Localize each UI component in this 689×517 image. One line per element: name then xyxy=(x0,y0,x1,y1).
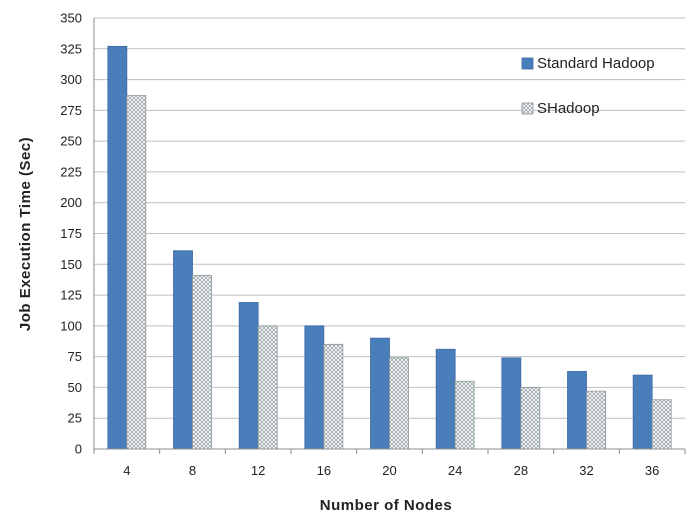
x-tick-label: 12 xyxy=(251,463,265,478)
x-tick-label: 8 xyxy=(189,463,196,478)
bar-shadoop xyxy=(520,387,541,450)
x-tick-label: 36 xyxy=(645,463,659,478)
legend-label: Standard Hadoop xyxy=(537,55,655,72)
bar-standard-hadoop xyxy=(632,374,653,450)
y-axis-title: Job Execution Time (Sec) xyxy=(17,137,34,331)
x-tick-label: 32 xyxy=(579,463,593,478)
bar-shadoop xyxy=(257,325,278,450)
bar-standard-hadoop xyxy=(107,45,128,450)
bar-shadoop xyxy=(192,274,212,450)
bar-standard-hadoop xyxy=(370,337,390,450)
legend-swatch xyxy=(521,102,534,115)
y-tick-label: 225 xyxy=(60,164,82,179)
y-tick-label: 275 xyxy=(60,103,82,118)
y-tick-label: 300 xyxy=(60,72,82,87)
y-tick-label: 325 xyxy=(60,41,82,56)
y-tick-label: 150 xyxy=(60,257,82,272)
x-tick-labels: 4 8 12 16 20 24 28 32 36 xyxy=(123,463,659,478)
x-tick-label: 28 xyxy=(514,463,528,478)
bar-shadoop xyxy=(651,399,672,450)
bar-standard-hadoop xyxy=(501,357,522,450)
x-tick-label: 4 xyxy=(123,463,130,478)
x-tick-label: 16 xyxy=(317,463,331,478)
bar-standard-hadoop xyxy=(567,371,587,450)
x-axis-title: Number of Nodes xyxy=(320,497,453,514)
legend-swatch xyxy=(521,57,534,70)
bar-shadoop xyxy=(323,343,344,450)
legend: Standard Hadoop SHadoop xyxy=(521,55,655,117)
x-tick-label: 20 xyxy=(382,463,396,478)
axes-group xyxy=(93,18,686,454)
y-tick-label: 200 xyxy=(60,195,82,210)
bar-standard-hadoop xyxy=(304,325,325,450)
bar-standard-hadoop xyxy=(238,302,259,450)
bar-shadoop xyxy=(454,380,475,450)
x-tick-label: 24 xyxy=(448,463,462,478)
y-tick-labels: 0 25 50 75 100 125 150 175 200 225 250 275 300 325 350 xyxy=(60,11,82,457)
legend-label: SHadoop xyxy=(537,100,600,117)
bar-shadoop xyxy=(389,357,409,450)
y-tick-label: 175 xyxy=(60,226,82,241)
bar-shadoop xyxy=(126,95,147,450)
y-tick-label: 25 xyxy=(68,411,82,426)
y-tick-label: 350 xyxy=(60,11,82,26)
y-tick-label: 75 xyxy=(68,349,82,364)
bar-standard-hadoop xyxy=(173,250,193,450)
y-tick-label: 0 xyxy=(75,442,82,457)
y-tick-label: 50 xyxy=(68,380,82,395)
y-tick-label: 250 xyxy=(60,134,82,149)
y-tick-label: 125 xyxy=(60,288,82,303)
bar-standard-hadoop xyxy=(435,348,456,450)
bar-shadoop xyxy=(586,390,606,450)
y-tick-label: 100 xyxy=(60,318,82,333)
